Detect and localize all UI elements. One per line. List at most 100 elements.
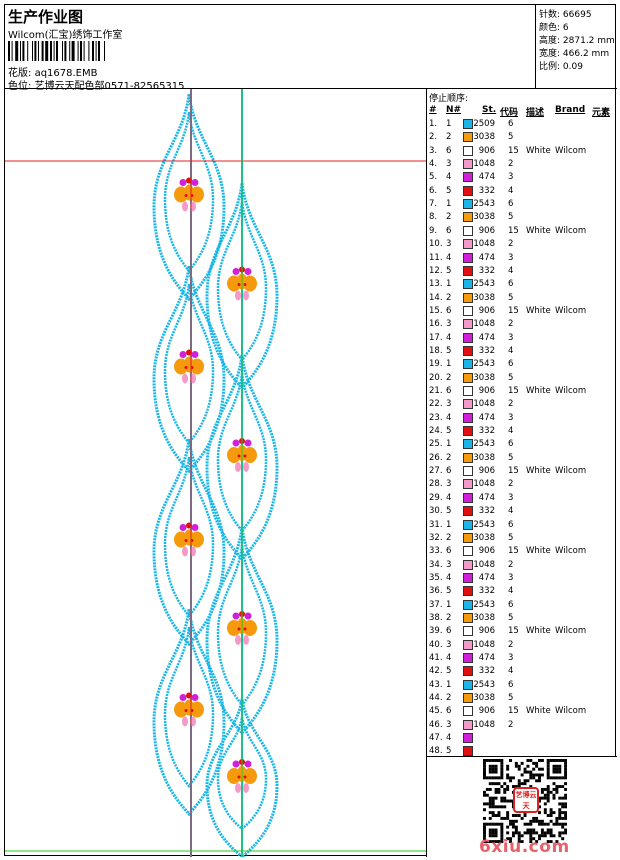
- sequence-row: 23. 4 474 3: [427, 412, 617, 425]
- sequence-row: 22. 3 1048 2: [427, 398, 617, 411]
- row-brand: Wilcom: [555, 225, 587, 236]
- row-needle: 6: [446, 145, 452, 156]
- sequence-row: 9. 6 906 15 White Wilcom: [427, 225, 617, 238]
- row-description: White: [526, 225, 551, 236]
- sequence-row: 3. 6 906 15 White Wilcom: [427, 145, 617, 158]
- design-file-line: 花版: aq1678.EMB: [8, 64, 97, 79]
- row-needle: 6: [446, 466, 452, 477]
- color-swatch: [463, 225, 473, 236]
- row-needle: 2: [446, 452, 452, 463]
- row-index: 4.: [429, 159, 438, 170]
- row-index: 33.: [429, 546, 443, 557]
- color-swatch: [463, 345, 473, 356]
- row-needle: 1: [446, 359, 452, 370]
- row-brand: Wilcom: [555, 386, 587, 396]
- sequence-row: 15. 6 906 15 White Wilcom: [427, 305, 617, 318]
- row-dm: 15: [508, 626, 519, 637]
- row-index: 27.: [429, 466, 443, 477]
- color-swatch: [463, 706, 473, 717]
- row-dm: 3: [508, 412, 514, 423]
- row-needle: 1: [446, 599, 452, 610]
- row-index: 34.: [429, 559, 443, 570]
- sequence-row: 16. 3 1048 2: [427, 318, 617, 331]
- color-swatch: [463, 239, 473, 250]
- row-dm: 6: [508, 439, 514, 450]
- row-code: 332: [478, 265, 495, 276]
- row-index: 48.: [429, 746, 443, 757]
- color-swatch: [463, 372, 473, 383]
- row-needle: 2: [446, 212, 452, 223]
- sequence-row: 36. 5 332 4: [427, 585, 617, 598]
- color-text: 艺博云天配色部0571-82565315: [34, 81, 185, 92]
- stop-sequence-title: 停止顺序:: [429, 94, 469, 104]
- row-index: 40.: [429, 639, 443, 650]
- row-description: White: [526, 386, 551, 396]
- row-index: 16.: [429, 319, 443, 330]
- row-code: 2543: [473, 279, 495, 290]
- sequence-row: 43. 1 2543 6: [427, 679, 617, 692]
- row-code: 1048: [473, 319, 495, 330]
- row-code: 2543: [473, 599, 495, 610]
- flower-petal: [182, 716, 188, 727]
- row-dm: 4: [508, 426, 514, 437]
- stat-stitches: 针数: 66695: [539, 10, 592, 20]
- sequence-row: 41. 4 474 3: [427, 652, 617, 665]
- row-code: 474: [478, 572, 495, 583]
- sequence-row: 21. 6 906 15 White Wilcom: [427, 385, 617, 398]
- sequence-row: 34. 3 1048 2: [427, 559, 617, 572]
- color-swatch: [463, 132, 473, 143]
- row-needle: 4: [446, 492, 452, 503]
- row-needle: 3: [446, 239, 452, 250]
- row-code: 2543: [473, 439, 495, 450]
- row-needle: 3: [446, 319, 452, 330]
- row-dm: 3: [508, 332, 514, 343]
- row-code: 3038: [473, 132, 495, 143]
- row-index: 2.: [429, 132, 438, 143]
- row-code: 3038: [473, 372, 495, 383]
- teardrop-inner: [163, 626, 215, 789]
- sequence-row: 39. 6 906 15 White Wilcom: [427, 625, 617, 638]
- color-swatch: [463, 639, 473, 650]
- flower-petal: [184, 529, 194, 546]
- flower-petal: [184, 699, 194, 716]
- flower-bud: [191, 694, 199, 701]
- teardrop-outline: [205, 526, 279, 736]
- row-code: 474: [478, 412, 495, 423]
- row-needle: 5: [446, 666, 452, 677]
- color-swatch: [463, 733, 473, 744]
- row-description: White: [526, 546, 551, 557]
- sequence-row: 47. 4: [427, 732, 617, 745]
- flower-bud: [232, 760, 240, 768]
- flower-petal: [235, 290, 241, 301]
- row-index: 36.: [429, 586, 443, 597]
- production-sheet: 生产作业图 Wilcom(汇宝)绣饰工作室 花版: aq1678.EMB 色位:…: [4, 4, 617, 857]
- row-dm: 15: [508, 706, 519, 717]
- row-code: 3038: [473, 452, 495, 463]
- sequence-row: 29. 4 474 3: [427, 492, 617, 505]
- row-dm: 5: [508, 532, 514, 543]
- row-code: 474: [478, 332, 495, 343]
- color-line: 色位: 艺博云天配色部0571-82565315: [8, 77, 185, 92]
- sequence-row: 1. 1 2509 6: [427, 118, 617, 131]
- row-needle: 6: [446, 706, 452, 717]
- sheet-header: 生产作业图 Wilcom(汇宝)绣饰工作室 花版: aq1678.EMB 色位:…: [5, 5, 617, 92]
- row-dm: 5: [508, 212, 514, 223]
- row-index: 14.: [429, 292, 443, 303]
- row-index: 24.: [429, 426, 443, 437]
- row-index: 10.: [429, 239, 443, 250]
- color-swatch: [463, 466, 473, 477]
- color-swatch: [463, 292, 473, 303]
- row-needle: 1: [446, 119, 452, 129]
- stat-height: 高度: 2871.2 mm: [539, 36, 615, 46]
- row-brand: Wilcom: [555, 546, 587, 557]
- row-needle: 4: [446, 252, 452, 263]
- row-code: 2543: [473, 519, 495, 530]
- row-index: 21.: [429, 386, 443, 396]
- row-index: 20.: [429, 372, 443, 383]
- row-description: White: [526, 466, 551, 477]
- row-index: 43.: [429, 679, 443, 690]
- sequence-row: 35. 4 474 3: [427, 572, 617, 585]
- sequence-row: 11. 4 474 3: [427, 252, 617, 265]
- row-index: 31.: [429, 519, 443, 530]
- design-file-label: 花版:: [8, 68, 32, 79]
